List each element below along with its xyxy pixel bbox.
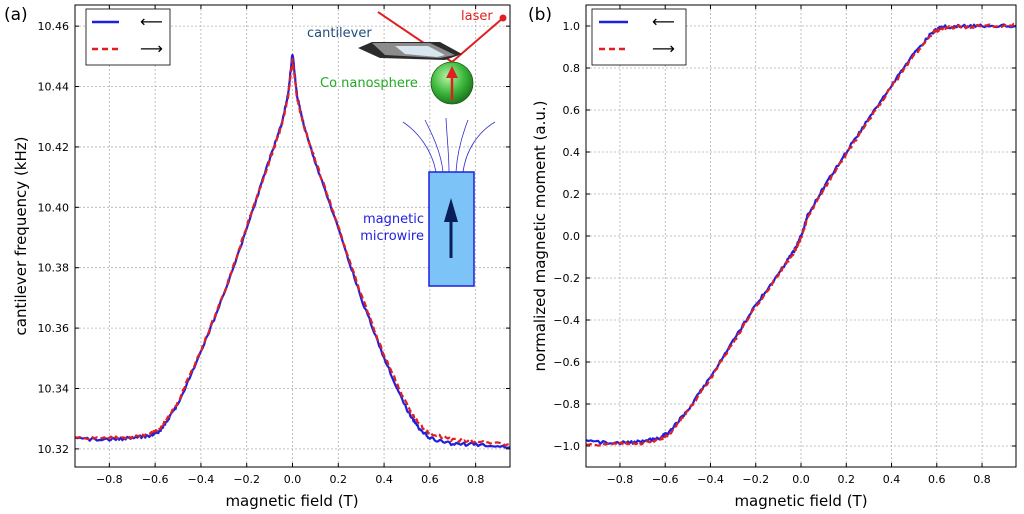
panel-b-series — [585, 22, 1017, 447]
panel-b-grid — [586, 5, 1016, 467]
y-tick-label: −0.8 — [553, 398, 580, 411]
x-tick-label: 0.4 — [375, 473, 393, 486]
x-tick-label: 0.2 — [330, 473, 348, 486]
x-tick-label: −0.6 — [652, 473, 679, 486]
x-tick-label: −0.8 — [96, 473, 123, 486]
panel-a-label: (a) — [4, 5, 28, 25]
y-tick-label: −0.6 — [553, 356, 580, 369]
panel-b-x-axis-label: magnetic field (T) — [734, 492, 867, 510]
y-tick-label: 0.2 — [563, 188, 581, 201]
reflected-laser-beam — [451, 17, 504, 63]
cantilever-highlight — [395, 46, 445, 57]
y-tick-label: 10.40 — [38, 201, 70, 214]
panel-b-legend: ⟵ ⟶ — [591, 8, 687, 66]
x-tick-label: 0.8 — [467, 473, 485, 486]
x-tick-label: −0.4 — [697, 473, 724, 486]
cantilever-label: cantilever — [307, 26, 372, 41]
panel-b-y-ticks: −1.0 −0.8 −0.6 −0.4 −0.2 0.0 0.2 0.4 0.6 0.8 1.0 — [553, 20, 1016, 453]
panel-b: (b) −0.8 −0.6 −0.4 −0.2 0.0 0.2 0.4 0.6 0.8 −1.0… — [528, 4, 1017, 510]
nanosphere-label: Co nanosphere — [320, 76, 418, 91]
y-tick-label: 10.38 — [38, 262, 70, 275]
y-tick-label: −0.2 — [553, 272, 580, 285]
panel-b-legend-right-arrow: ⟶ — [652, 39, 675, 58]
y-tick-label: 10.34 — [38, 382, 70, 395]
panel-b-legend-left-arrow: ⟵ — [652, 12, 675, 31]
microwire-moment-arrow-icon — [444, 198, 458, 222]
panel-a-y-axis-label: cantilever frequency (kHz) — [12, 137, 30, 336]
panel-a-series — [74, 53, 511, 449]
x-tick-label: −0.6 — [142, 473, 169, 486]
panel-a-y-ticks: 10.32 10.34 10.36 10.38 10.40 10.42 10.44 10.46 — [38, 20, 510, 456]
y-tick-label: 10.44 — [38, 81, 70, 94]
x-tick-label: 0.6 — [421, 473, 439, 486]
x-tick-label: 0.0 — [792, 473, 810, 486]
x-tick-label: −0.8 — [607, 473, 634, 486]
x-tick-label: 0.8 — [973, 473, 991, 486]
x-tick-label: 0.4 — [883, 473, 901, 486]
x-tick-label: −0.2 — [233, 473, 260, 486]
microwire-label-line2: microwire — [360, 229, 424, 244]
panel-a-axes-frame — [74, 4, 511, 468]
panel-b-y-axis-label: normalized magnetic moment (a.u.) — [531, 101, 549, 372]
panel-b-x-ticks: −0.8 −0.6 −0.4 −0.2 0.0 0.2 0.4 0.6 0.8 — [607, 5, 991, 486]
panel-a-legend-right-arrow: ⟶ — [140, 39, 163, 58]
y-tick-label: 1.0 — [563, 20, 581, 33]
panel-a-legend: ⟵ ⟶ — [85, 8, 171, 66]
panel-a-x-axis-label: magnetic field (T) — [225, 492, 358, 510]
y-tick-label: 0.6 — [563, 104, 581, 117]
field-lines — [402, 117, 496, 173]
nanosphere-moment-arrow-icon — [446, 66, 458, 78]
series-increasing-line — [74, 57, 510, 447]
x-tick-label: 0.6 — [928, 473, 946, 486]
panel-a-legend-left-arrow: ⟵ — [140, 12, 163, 31]
y-tick-label: 10.32 — [38, 443, 70, 456]
panel-a-x-ticks: −0.8 −0.6 −0.4 −0.2 0.0 0.2 0.4 0.6 0.8 — [96, 5, 484, 486]
y-tick-label: 10.36 — [38, 322, 70, 335]
panel-a-grid — [75, 5, 510, 467]
experiment-schematic: laser cantilever Co nanosphere — [307, 9, 507, 287]
y-tick-label: 10.46 — [38, 20, 70, 33]
laser-source-dot — [499, 14, 507, 22]
panel-b-axes-frame — [585, 4, 1017, 468]
y-tick-label: −0.4 — [553, 314, 580, 327]
panel-b-label: (b) — [528, 5, 552, 25]
x-tick-label: −0.4 — [188, 473, 215, 486]
panel-a-legend-box — [85, 8, 171, 66]
x-tick-label: 0.0 — [284, 473, 302, 486]
y-tick-label: −1.0 — [553, 440, 580, 453]
y-tick-label: 0.8 — [563, 62, 581, 75]
x-tick-label: 0.2 — [838, 473, 856, 486]
series-increasing-line — [585, 22, 1017, 447]
y-tick-label: 0.0 — [563, 230, 581, 243]
y-tick-label: 10.42 — [38, 141, 70, 154]
panel-b-legend-box — [591, 8, 687, 66]
x-tick-label: −0.2 — [742, 473, 769, 486]
y-tick-label: 0.4 — [563, 146, 581, 159]
panel-a: (a) −0.8 −0.6 −0.4 −0.2 0.0 0.2 0.4 0.6 0.8 10.3… — [4, 4, 511, 510]
series-decreasing-line — [74, 53, 511, 449]
microwire-label-line1: magnetic — [363, 212, 424, 227]
laser-label: laser — [461, 9, 493, 24]
